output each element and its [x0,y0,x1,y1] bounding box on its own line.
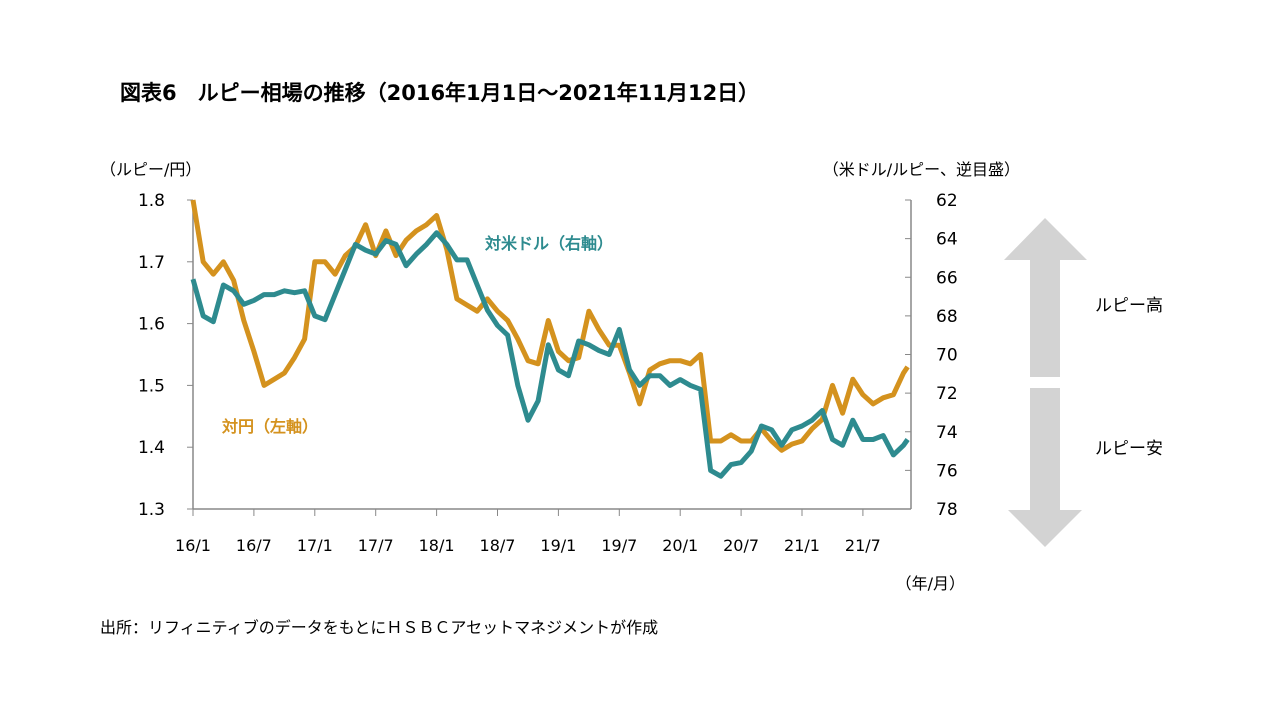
x-axis-label: （年/月） [896,574,965,593]
x-tick-label: 16/1 [175,536,211,555]
left-tick-label: 1.7 [138,253,165,273]
x-tick-label: 19/1 [540,536,576,555]
x-tick-label: 18/1 [419,536,455,555]
usd-series-label: 対米ドル（右軸） [484,234,613,253]
x-tick-label: 20/1 [662,536,698,555]
x-tick-label: 17/1 [297,536,333,555]
right-tick-label: 76 [936,461,958,481]
left-tick-label: 1.3 [138,500,165,520]
left-axis-label: （ルピー/円） [100,160,201,179]
right-tick-label: 66 [936,268,958,288]
right-tick-label: 70 [936,346,958,366]
rupee-weak-label: ルピー安 [1095,439,1163,459]
right-tick-label: 62 [936,191,958,211]
x-tick-label: 21/1 [784,536,820,555]
jpy-series-line [190,199,910,453]
right-tick-label: 74 [936,423,958,443]
x-tick-label: 16/7 [236,536,272,555]
right-tick-label: 78 [936,500,958,520]
left-tick-label: 1.6 [138,315,165,335]
x-tick-label: 21/7 [845,536,881,555]
x-tick-label: 17/7 [358,536,394,555]
usd-series-line [190,230,910,479]
left-tick-label: 1.8 [138,191,165,211]
right-tick-label: 64 [936,230,958,250]
chart-title: 図表6 ルピー相場の推移（2016年1月1日～2021年11月12日） [120,81,759,105]
right-axis-label: （米ドル/ルピー、逆目盛） [823,160,1020,179]
x-tick-label: 18/7 [480,536,516,555]
rupee-strong-label: ルピー高 [1095,296,1163,316]
left-tick-label: 1.5 [138,376,165,396]
jpy-series-label: 対円（左軸） [221,417,318,436]
left-tick-label: 1.4 [138,438,165,458]
right-tick-label: 68 [936,307,958,327]
rupee-up-arrow-icon [1004,218,1087,377]
right-tick-label: 72 [936,384,958,404]
rupee-down-arrow-icon [1008,388,1082,547]
source-note: 出所：リフィニティブのデータをもとにＨＳＢＣアセットマネジメントが作成 [100,618,658,637]
x-tick-label: 20/7 [723,536,759,555]
x-tick-label: 19/7 [601,536,637,555]
